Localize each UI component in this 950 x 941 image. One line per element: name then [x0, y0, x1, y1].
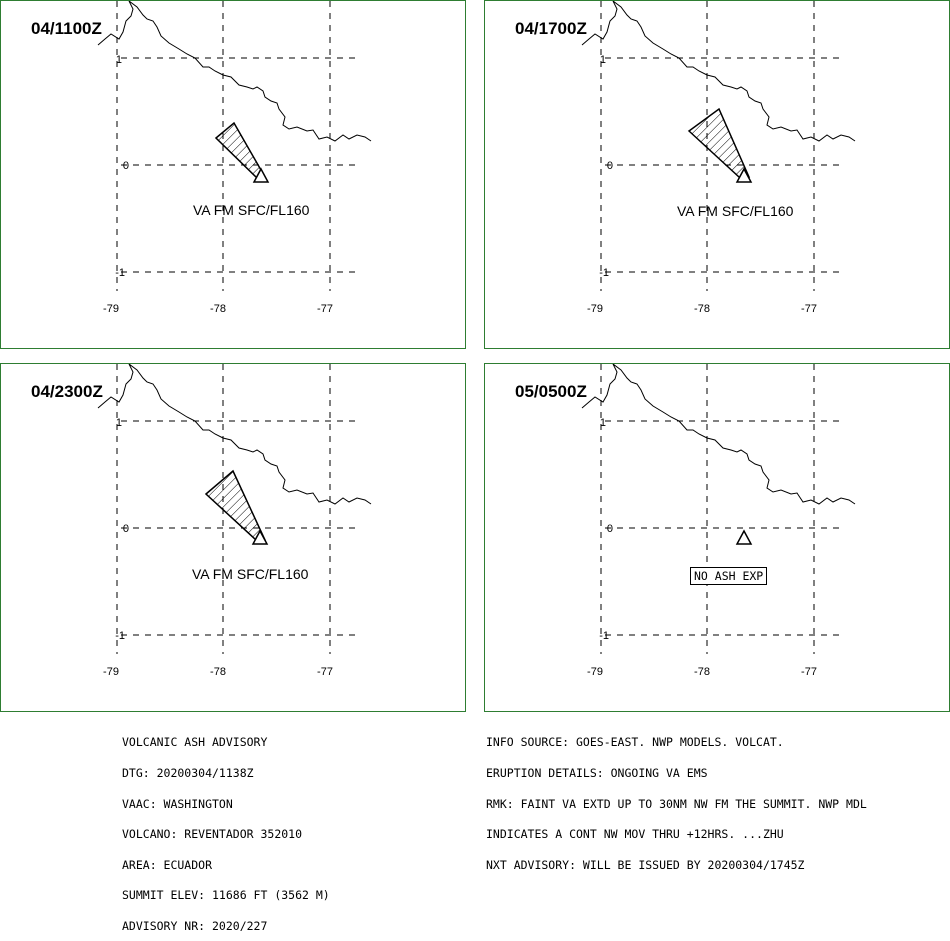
coastline — [581, 1, 856, 142]
lon-tick-minus77: -77 — [801, 303, 817, 315]
lon-tick-labels: -79 -78 -77 — [587, 303, 817, 315]
advisory-line: AREA: ECUADOR — [122, 857, 213, 872]
lon-tick-minus78: -78 — [210, 303, 226, 315]
ash-level-label: VA FM SFC/FL160 — [193, 202, 310, 218]
advisory-line: ERUPTION DETAILS: ONGOING VA EMS — [486, 766, 708, 781]
lat-tick-minus1: -1 — [599, 267, 609, 279]
volcano-icon — [252, 167, 270, 183]
lon-tick-minus79: -79 — [587, 666, 603, 678]
lon-tick-minus77: -77 — [801, 666, 817, 678]
lat-tick-1: 1 — [600, 54, 606, 66]
forecast-panel-1: 1 0 -1 -79 -78 -77 04/1100Z VA FM SFC/FL… — [0, 0, 466, 349]
lat-tick-minus1: -1 — [599, 630, 609, 642]
lat-tick-0: 0 — [607, 160, 613, 172]
lat-tick-0: 0 — [123, 160, 129, 172]
lon-tick-minus79: -79 — [103, 303, 119, 315]
ash-level-label: VA FM SFC/FL160 — [677, 203, 794, 219]
advisory-line: VOLCANO: REVENTADOR 352010 — [122, 827, 303, 842]
ash-cloud-polygon — [204, 469, 267, 541]
lon-tick-labels: -79 -78 -77 — [103, 666, 333, 678]
lat-tick-minus1: -1 — [115, 267, 125, 279]
lat-tick-minus1: -1 — [115, 630, 125, 642]
lat-tick-labels: 1 0 -1 — [599, 417, 613, 642]
map-svg-2: 1 0 -1 -79 -78 -77 — [581, 1, 856, 315]
valid-time: 04/1100Z — [31, 19, 102, 38]
lon-tick-labels: -79 -78 -77 — [587, 666, 817, 678]
advisory-line: INFO SOURCE: GOES-EAST. NWP MODELS. VOLC… — [486, 735, 784, 750]
advisory-line: SUMMIT ELEV: 11686 FT (3562 M) — [122, 888, 330, 903]
lon-tick-minus77: -77 — [317, 303, 333, 315]
map-svg-3: 1 0 -1 -79 -78 -77 — [97, 364, 372, 678]
volcano-icon — [735, 529, 753, 545]
advisory-line: ADVISORY NR: 2020/227 — [122, 919, 268, 934]
advisory-line: RMK: FAINT VA EXTD UP TO 30NM NW FM THE … — [486, 796, 867, 811]
valid-time: 05/0500Z — [515, 382, 587, 401]
lon-tick-minus79: -79 — [103, 666, 119, 678]
advisory-line: VOLCANIC ASH ADVISORY — [122, 735, 268, 750]
lat-tick-1: 1 — [116, 54, 122, 66]
map-svg-1: 1 0 -1 -79 -78 -77 — [97, 1, 372, 315]
coastline — [581, 364, 856, 505]
graticule — [600, 364, 845, 654]
no-ash-expected-box: NO ASH EXP — [690, 567, 768, 585]
lat-tick-labels: 1 0 -1 — [599, 54, 613, 279]
graticule — [600, 1, 845, 291]
advisory-header-block: VOLCANIC ASH ADVISORY DTG: 20200304/1138… — [122, 717, 330, 941]
lat-tick-1: 1 — [600, 417, 606, 429]
ash-level-label: VA FM SFC/FL160 — [192, 566, 309, 582]
graticule — [116, 1, 361, 291]
lon-tick-minus78: -78 — [694, 666, 710, 678]
lon-tick-minus78: -78 — [694, 303, 710, 315]
coastline — [97, 1, 372, 142]
lon-tick-labels: -79 -78 -77 — [103, 303, 333, 315]
advisory-line: DTG: 20200304/1138Z — [122, 766, 254, 781]
valid-time: 04/1700Z — [515, 19, 587, 38]
lat-tick-1: 1 — [116, 417, 122, 429]
lon-tick-minus77: -77 — [317, 666, 333, 678]
advisory-line: VAAC: WASHINGTON — [122, 796, 233, 811]
lat-tick-labels: 1 0 -1 — [115, 54, 129, 279]
advisory-remarks-block: INFO SOURCE: GOES-EAST. NWP MODELS. VOLC… — [486, 717, 867, 880]
map-svg-4: 1 0 -1 -79 -78 -77 — [581, 364, 856, 678]
forecast-panel-2: 1 0 -1 -79 -78 -77 04/1700Z VA FM SFC/FL… — [484, 0, 950, 349]
advisory-line: NXT ADVISORY: WILL BE ISSUED BY 20200304… — [486, 857, 805, 872]
lat-tick-0: 0 — [123, 523, 129, 535]
ash-cloud-polygon — [687, 107, 751, 178]
volcano-icon — [735, 167, 753, 183]
lon-tick-minus78: -78 — [210, 666, 226, 678]
advisory-line: INDICATES A CONT NW MOV THRU +12HRS. ...… — [486, 827, 784, 842]
forecast-panel-4: 1 0 -1 -79 -78 -77 05/0500Z NO ASH EXP — [484, 363, 950, 712]
lat-tick-0: 0 — [607, 523, 613, 535]
valid-time: 04/2300Z — [31, 382, 103, 401]
lat-tick-labels: 1 0 -1 — [115, 417, 129, 642]
lon-tick-minus79: -79 — [587, 303, 603, 315]
volcano-icon — [251, 529, 269, 545]
coastline — [97, 364, 372, 505]
forecast-panel-3: 1 0 -1 -79 -78 -77 04/2300Z VA FM SFC/FL… — [0, 363, 466, 712]
